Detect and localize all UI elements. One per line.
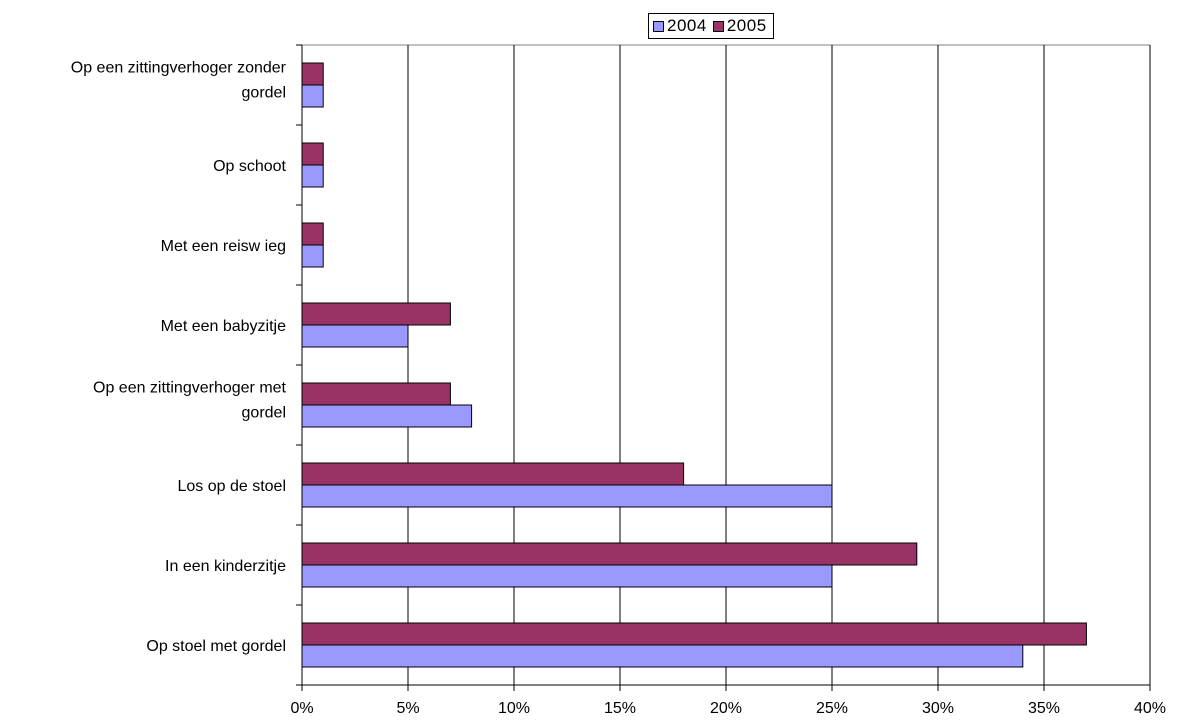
bar-2005 — [301, 302, 451, 326]
bar-2004 — [301, 84, 324, 108]
category-label: gordel — [242, 405, 286, 422]
bar-2004 — [301, 324, 409, 348]
category-label: Op een zittingverhoger met — [93, 380, 287, 397]
category-label: Op een zittingverhoger zonder — [71, 60, 287, 77]
chart-legend: 2004 2005 — [648, 13, 774, 39]
category-label: Op schoot — [213, 158, 286, 175]
x-tick-label: 10% — [498, 700, 530, 717]
legend-item-2004: 2004 — [653, 16, 707, 36]
category-label: Met een babyzitje — [161, 318, 287, 335]
legend-item-2005: 2005 — [712, 16, 767, 36]
legend-swatch-2005 — [712, 20, 724, 32]
category-label: Los op de stoel — [177, 478, 286, 495]
legend-label-2004: 2004 — [667, 16, 707, 35]
bar-2005 — [301, 382, 451, 406]
x-tick-label: 5% — [396, 700, 419, 717]
bar-2004 — [301, 244, 324, 268]
bar-2004 — [301, 404, 473, 428]
bar-2004 — [301, 644, 1024, 668]
category-label: gordel — [242, 85, 286, 102]
category-label: Met een reisw ieg — [161, 238, 286, 255]
x-tick-label: 25% — [816, 700, 848, 717]
category-label: Op stoel met gordel — [146, 638, 286, 655]
bar-2004 — [301, 564, 833, 588]
bar-2005 — [301, 222, 324, 246]
x-tick-label: 15% — [604, 700, 636, 717]
legend-swatch-2004 — [653, 20, 664, 32]
bar-2004 — [301, 164, 324, 188]
x-tick-label: 40% — [1134, 700, 1166, 717]
bar-2005 — [301, 142, 324, 166]
category-label: In een kinderzitje — [165, 558, 286, 575]
x-tick-label: 0% — [290, 700, 313, 717]
bar-2005 — [301, 62, 324, 86]
bar-2005 — [301, 542, 918, 566]
bar-2005 — [301, 462, 685, 486]
x-tick-label: 30% — [922, 700, 954, 717]
legend-label-2005: 2005 — [726, 16, 767, 35]
x-tick-label: 35% — [1028, 700, 1060, 717]
bar-2004 — [301, 484, 833, 508]
bar-2005 — [301, 622, 1087, 646]
x-tick-label: 20% — [710, 700, 742, 717]
